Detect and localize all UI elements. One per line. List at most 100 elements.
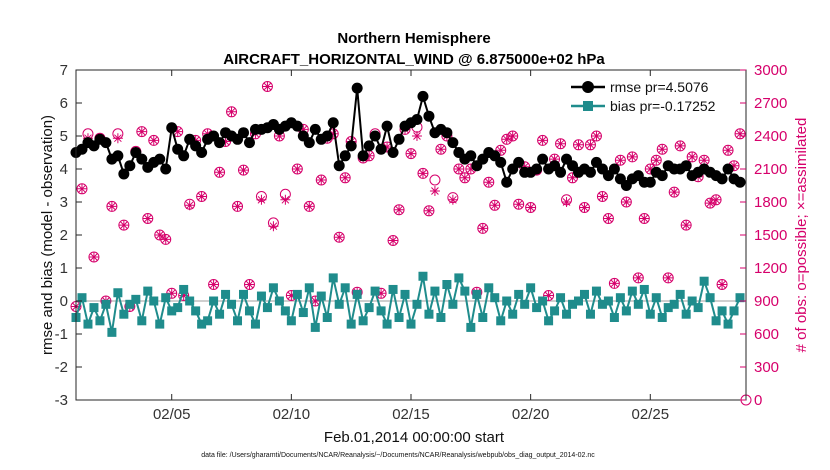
rmse-point	[357, 150, 369, 162]
bias-point	[209, 296, 219, 306]
bias-point	[394, 313, 404, 322]
y-tick-label: -2	[55, 359, 68, 376]
bias-point	[639, 284, 649, 294]
obs-assimilated-marker	[316, 175, 327, 185]
y-tick-label: 3	[60, 194, 68, 211]
rmse-point	[100, 137, 112, 149]
bias-point	[340, 283, 350, 293]
obs-assimilated-marker	[190, 135, 201, 146]
obs-assimilated-marker	[585, 139, 596, 150]
x-tick-label: 02/10	[273, 406, 311, 423]
obs-assimilated-marker	[525, 202, 536, 213]
bias-point	[310, 322, 320, 332]
bias-point	[460, 286, 470, 296]
obs-assimilated-marker	[304, 201, 315, 212]
obs-assimilated-marker	[256, 194, 267, 205]
y-tick-label: 2	[60, 227, 68, 244]
rmse-point	[238, 127, 249, 139]
obs-possible-marker	[429, 174, 441, 186]
bias-point	[89, 303, 99, 313]
rmse-point	[178, 150, 190, 162]
obs-assimilated-marker	[519, 161, 530, 172]
rmse-point	[154, 153, 166, 165]
bias-point	[490, 293, 500, 303]
bias-point	[550, 306, 560, 316]
bias-point	[556, 293, 566, 303]
obs-assimilated-marker	[220, 136, 231, 147]
bias-point	[143, 286, 153, 296]
obs-assimilated-marker	[274, 131, 285, 141]
obs-assimilated-marker	[573, 139, 584, 150]
obs-assimilated-marker	[465, 164, 476, 174]
bias-point	[448, 299, 458, 309]
obs-assimilated-marker	[202, 128, 213, 139]
rmse-point	[381, 120, 393, 132]
bias-point	[562, 309, 572, 319]
obs-assimilated-marker	[435, 144, 446, 155]
bias-point	[514, 289, 524, 299]
obs-assimilated-marker	[735, 128, 746, 139]
rmse-point	[166, 122, 178, 134]
obs-assimilated-marker	[142, 213, 153, 224]
bias-point	[227, 299, 237, 309]
x-tick-label: 02/05	[153, 406, 191, 423]
obs-assimilated-marker	[699, 155, 710, 166]
bias-point	[262, 303, 272, 313]
y2-tick-label: 600	[754, 326, 779, 343]
bias-point	[579, 289, 589, 299]
bias-point	[627, 286, 637, 296]
rmse-point	[441, 127, 453, 139]
bias-point	[256, 291, 266, 301]
rmse-point	[680, 160, 692, 172]
bias-point	[472, 289, 482, 299]
bias-point	[574, 296, 583, 306]
obs-assimilated-marker	[639, 213, 650, 224]
bias-point	[705, 293, 715, 303]
y2-tick-label: 1200	[754, 260, 787, 277]
obs-assimilated-marker	[651, 155, 662, 166]
bias-point	[645, 309, 655, 319]
rmse-point	[375, 143, 387, 155]
obs-assimilated-marker	[280, 194, 291, 205]
legend: rmse pr=4.5076 bias pr=-0.17252	[571, 79, 716, 114]
rmse-point	[339, 150, 351, 162]
bias-point	[615, 293, 625, 303]
rmse-point	[118, 168, 130, 180]
bias-point	[191, 306, 201, 316]
rmse-point	[136, 153, 148, 165]
bias-point	[597, 299, 607, 309]
legend-bias-label: bias pr=-0.17252	[610, 98, 716, 114]
obs-assimilated-marker	[723, 145, 734, 156]
bias-point	[544, 316, 554, 326]
obs-assimilated-marker	[717, 279, 728, 290]
obs-assimilated-marker	[208, 279, 219, 290]
bias-point	[657, 313, 667, 322]
bias-point	[244, 306, 254, 316]
bias-point	[681, 309, 691, 319]
obs-assimilated-marker	[669, 187, 680, 198]
obs-assimilated-marker	[495, 145, 506, 156]
bias-point	[633, 299, 643, 309]
obs-assimilated-marker	[310, 296, 321, 306]
legend-rmse-marker	[582, 81, 594, 93]
bias-point	[370, 286, 380, 296]
bias-point	[609, 313, 619, 322]
obs-assimilated-marker	[376, 288, 387, 299]
bias-point	[424, 309, 434, 319]
bias-point	[430, 286, 440, 296]
rmse-point	[387, 147, 399, 158]
obs-assimilated-marker	[88, 252, 99, 262]
obs-assimilated-marker	[549, 154, 560, 165]
bias-point	[508, 309, 518, 319]
obs-assimilated-marker	[459, 172, 470, 183]
bias-point	[167, 306, 177, 316]
obs-assimilated-marker	[657, 144, 668, 155]
rmse-point	[644, 176, 656, 188]
obs-assimilated-marker	[364, 150, 375, 161]
obs-assimilated-marker	[501, 134, 512, 145]
obs-assimilated-marker	[663, 272, 674, 283]
bias-point	[412, 299, 422, 309]
bias-point	[95, 316, 105, 326]
obs-assimilated-marker	[268, 221, 279, 232]
obs-assimilated-marker	[675, 140, 686, 151]
